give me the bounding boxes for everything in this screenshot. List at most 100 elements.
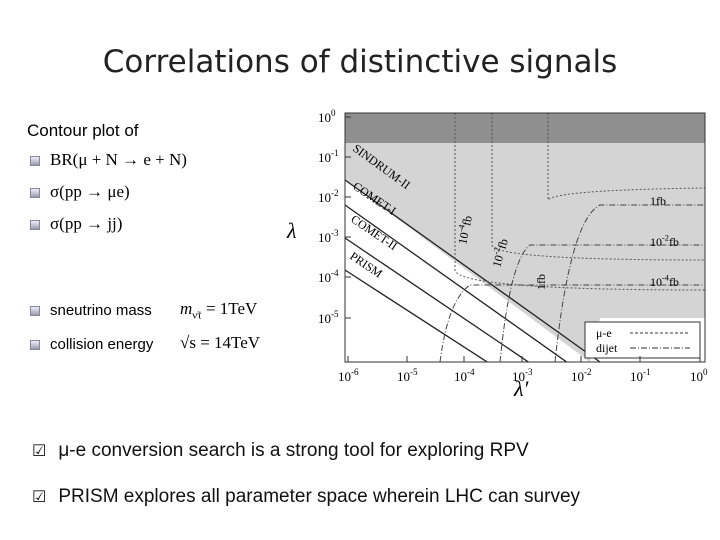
label-base: 10 xyxy=(318,311,331,326)
label-exp: -5 xyxy=(410,367,418,377)
power-label: 1fb xyxy=(650,194,666,208)
power-label: 1fb xyxy=(534,274,548,290)
observable-text: σ(pp → μe) xyxy=(50,182,130,201)
label-exp: -1 xyxy=(643,367,651,377)
observable: σ(pp → μe) xyxy=(30,182,130,202)
power-label: 10-2fb xyxy=(650,234,679,249)
formula-rest: = 1TeV xyxy=(201,299,258,318)
label-base: 10 xyxy=(512,369,525,384)
label-exp: -1 xyxy=(331,148,339,158)
y-axis-label: λ xyxy=(286,218,297,243)
power-label: 10-6 xyxy=(338,367,359,384)
label-base: 10 xyxy=(630,369,643,384)
power-label: 10-4fb xyxy=(650,274,679,289)
observable: BR(μ + N → e + N) xyxy=(30,150,187,170)
legend-box xyxy=(584,321,701,359)
label-exp: -4 xyxy=(467,367,475,377)
label-exp: -2 xyxy=(662,234,669,243)
label-base: 10 xyxy=(318,110,331,125)
power-label: 10-5 xyxy=(397,367,418,384)
power-label: 10-2fb xyxy=(488,237,511,269)
conclusion-text: PRISM explores all parameter space where… xyxy=(58,486,581,507)
label-base: 10 xyxy=(690,369,703,384)
power-label: 10-2 xyxy=(571,367,592,384)
conclusion-text: μ-e conversion search is a strong tool f… xyxy=(58,440,529,461)
label-exp: -3 xyxy=(331,228,339,238)
label-unit: fb xyxy=(669,235,679,249)
excluded-region xyxy=(345,143,705,362)
power-label: 10-5 xyxy=(318,309,339,326)
param-name: collision energy xyxy=(50,336,154,353)
mue-contour xyxy=(554,204,705,362)
x-axis-label: λ′ xyxy=(513,376,530,401)
label-exp: -4 xyxy=(456,223,466,232)
power-label: 10-4 xyxy=(454,367,475,384)
conclusion: ☑ PRISM explores all parameter space wher… xyxy=(32,486,581,507)
formula-sub: ν̃τ xyxy=(192,309,202,322)
label-unit: fb xyxy=(656,194,666,208)
formula-rest: = 14TeV xyxy=(195,333,261,352)
conclusion: ☑ μ-e conversion search is a strong tool … xyxy=(32,440,529,461)
dijet-contour xyxy=(547,113,705,202)
label-base: 1 xyxy=(650,194,656,208)
power-label: 10-1 xyxy=(630,367,651,384)
formula-main: √s xyxy=(180,333,196,352)
formula-main: m xyxy=(180,299,193,318)
power-label: 10-4 xyxy=(318,268,339,285)
legend-label: dijet xyxy=(596,341,618,355)
power-label: 10-3 xyxy=(512,367,533,384)
label-exp: -5 xyxy=(331,309,339,319)
label-base: 10 xyxy=(318,150,331,165)
label-base: 10 xyxy=(397,369,410,384)
power-label: 100 xyxy=(690,367,708,384)
label-exp: -4 xyxy=(331,268,339,278)
observable-text: BR(μ + N → e + N) xyxy=(50,150,187,169)
label-base: 10 xyxy=(650,275,662,289)
excluded-band xyxy=(345,113,705,143)
label-exp: -6 xyxy=(351,367,359,377)
label-base: 10 xyxy=(571,369,584,384)
label-unit: fb xyxy=(459,214,475,227)
label-unit: fb xyxy=(495,237,511,250)
label-exp: -4 xyxy=(662,274,670,283)
label-unit: fb xyxy=(534,274,548,284)
contour xyxy=(345,237,530,362)
param-formula: √s = 14TeV xyxy=(180,333,260,353)
power-label: 100 xyxy=(318,108,336,125)
label-base: 1 xyxy=(534,284,548,290)
label-exp: -3 xyxy=(525,367,533,377)
label-base: 10 xyxy=(318,270,331,285)
power-label: 10-2 xyxy=(318,188,339,205)
power-label: 10-1 xyxy=(318,148,339,165)
label-exp: -2 xyxy=(584,367,592,377)
label-base: 10 xyxy=(318,190,331,205)
label-exp: 0 xyxy=(703,367,708,377)
intro: Contour plot of xyxy=(27,121,139,140)
label-base: 10 xyxy=(454,369,467,384)
contour xyxy=(345,204,568,362)
label-base: 10 xyxy=(338,369,351,384)
contour xyxy=(345,179,601,362)
param-formula: mν̃τ = 1TeV xyxy=(180,299,257,321)
label-base: 10 xyxy=(650,235,662,249)
slide-title: Correlations of distinctive signals xyxy=(102,44,618,80)
mue-contour xyxy=(499,244,705,362)
label-base: 10 xyxy=(318,230,331,245)
label-base: 10 xyxy=(455,231,471,246)
observable-text: σ(pp → jj) xyxy=(50,214,123,233)
observable: σ(pp → jj) xyxy=(30,214,122,234)
label-exp: -2 xyxy=(491,246,502,255)
param-name: sneutrino mass xyxy=(50,302,152,319)
power-label: 10-4fb xyxy=(454,214,475,246)
label-exp: -2 xyxy=(331,188,339,198)
param: sneutrino mass mν̃τ = 1TeV xyxy=(30,299,257,321)
power-label: 10-3 xyxy=(318,228,339,245)
legend-label: μ-e xyxy=(596,326,612,340)
mue-contour xyxy=(439,284,705,362)
label-exp: 0 xyxy=(331,108,336,118)
label-unit: fb xyxy=(669,275,679,289)
label-base: 10 xyxy=(489,253,506,268)
param: collision energy √s = 14TeV xyxy=(30,333,260,353)
